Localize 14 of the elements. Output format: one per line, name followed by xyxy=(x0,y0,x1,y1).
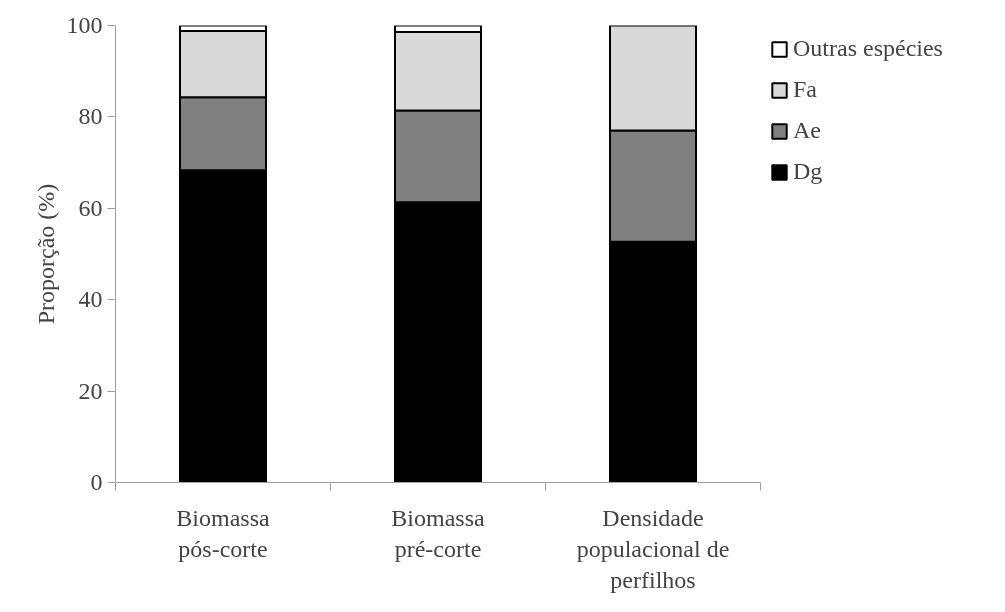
x-tick-label: Biomassa pós-corte xyxy=(176,504,271,562)
y-tick-label: 40 xyxy=(78,286,103,313)
y-tick-label: 80 xyxy=(78,103,103,130)
x-tick-label: Densidade populacional de perfilhos xyxy=(576,504,730,593)
legend-label: Dg xyxy=(793,158,823,185)
y-tick-label: 20 xyxy=(78,377,103,404)
legend-label: Fa xyxy=(793,76,817,103)
x-tick-label: Biomassa pré-corte xyxy=(391,504,486,562)
y-axis-title: Proporção (%) xyxy=(32,183,59,325)
y-tick-label: 100 xyxy=(66,12,103,38)
legend-label: Ae xyxy=(793,117,821,144)
y-tick-label: 60 xyxy=(78,194,103,221)
legend-label: Outras espécies xyxy=(793,35,943,62)
y-tick-label: 0 xyxy=(90,469,103,495)
